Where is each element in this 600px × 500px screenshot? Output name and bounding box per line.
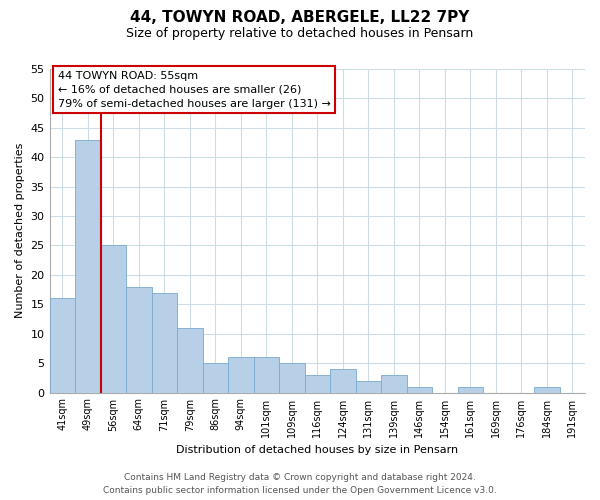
Bar xyxy=(330,369,356,392)
X-axis label: Distribution of detached houses by size in Pensarn: Distribution of detached houses by size … xyxy=(176,445,458,455)
Text: 44, TOWYN ROAD, ABERGELE, LL22 7PY: 44, TOWYN ROAD, ABERGELE, LL22 7PY xyxy=(130,10,470,25)
Bar xyxy=(381,375,407,392)
Bar xyxy=(177,328,203,392)
Y-axis label: Number of detached properties: Number of detached properties xyxy=(15,143,25,318)
Text: Contains HM Land Registry data © Crown copyright and database right 2024.
Contai: Contains HM Land Registry data © Crown c… xyxy=(103,474,497,495)
Bar xyxy=(407,386,432,392)
Bar xyxy=(534,386,560,392)
Bar xyxy=(254,358,279,392)
Bar xyxy=(101,246,126,392)
Bar xyxy=(458,386,483,392)
Bar xyxy=(152,292,177,392)
Bar xyxy=(126,286,152,393)
Bar xyxy=(356,381,381,392)
Bar xyxy=(228,358,254,392)
Bar xyxy=(305,375,330,392)
Bar xyxy=(279,363,305,392)
Text: Size of property relative to detached houses in Pensarn: Size of property relative to detached ho… xyxy=(127,28,473,40)
Bar xyxy=(75,140,101,392)
Bar xyxy=(203,363,228,392)
Text: 44 TOWYN ROAD: 55sqm
← 16% of detached houses are smaller (26)
79% of semi-detac: 44 TOWYN ROAD: 55sqm ← 16% of detached h… xyxy=(58,70,331,108)
Bar xyxy=(50,298,75,392)
